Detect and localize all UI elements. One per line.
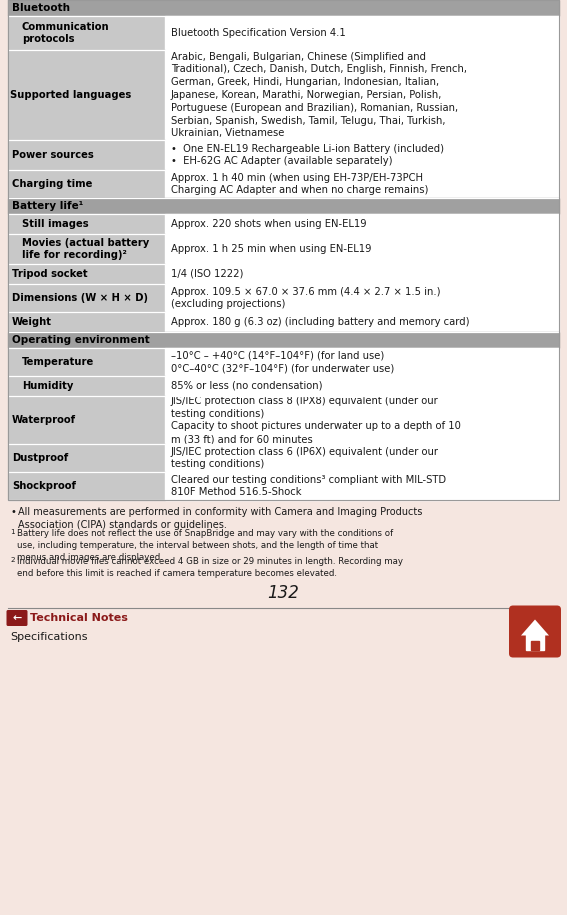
Bar <box>526 633 544 650</box>
Text: Waterproof: Waterproof <box>12 415 76 425</box>
Text: Cleared our testing conditions³ compliant with MIL-STD
810F Method 516.5-Shock: Cleared our testing conditions³ complian… <box>171 475 446 498</box>
Text: Bluetooth Specification Version 4.1: Bluetooth Specification Version 4.1 <box>171 28 346 38</box>
Bar <box>8 214 165 234</box>
Text: Weight: Weight <box>12 317 52 327</box>
Bar <box>8 170 165 198</box>
Text: Charging time: Charging time <box>12 179 92 189</box>
Bar <box>165 348 559 376</box>
Text: JIS/IEC protection class 6 (IP6X) equivalent (under our
testing conditions): JIS/IEC protection class 6 (IP6X) equiva… <box>171 447 439 469</box>
Text: Movies (actual battery
life for recording)²: Movies (actual battery life for recordin… <box>22 238 149 261</box>
Bar <box>8 198 559 214</box>
Text: Technical Notes: Technical Notes <box>30 613 128 623</box>
Polygon shape <box>521 619 549 636</box>
Text: 2: 2 <box>10 557 15 564</box>
Bar <box>8 348 165 376</box>
Bar <box>8 264 165 284</box>
Text: Humidity: Humidity <box>22 381 73 391</box>
Bar <box>8 234 165 264</box>
Text: Dustproof: Dustproof <box>12 453 68 463</box>
Text: Still images: Still images <box>22 219 88 229</box>
Bar <box>165 376 559 396</box>
Bar <box>8 376 165 396</box>
Text: Battery life does not reflect the use of SnapBridge and may vary with the condit: Battery life does not reflect the use of… <box>17 529 393 562</box>
Bar <box>165 214 559 234</box>
Text: Operating environment: Operating environment <box>12 335 150 345</box>
Text: JIS/IEC protection class 8 (IPX8) equivalent (under our
testing conditions)
Capa: JIS/IEC protection class 8 (IPX8) equiva… <box>171 396 461 444</box>
Bar <box>165 50 559 140</box>
Text: Individual movie files cannot exceed 4 GB in size or 29 minutes in length. Recor: Individual movie files cannot exceed 4 G… <box>17 557 403 578</box>
FancyBboxPatch shape <box>6 610 28 626</box>
Text: Approx. 109.5 × 67.0 × 37.6 mm (4.4 × 2.7 × 1.5 in.)
(excluding projections): Approx. 109.5 × 67.0 × 37.6 mm (4.4 × 2.… <box>171 286 441 309</box>
Bar <box>531 640 539 650</box>
Text: Supported languages: Supported languages <box>10 90 131 100</box>
Bar <box>165 140 559 170</box>
Bar <box>165 284 559 312</box>
Bar <box>165 264 559 284</box>
Bar <box>8 140 165 170</box>
FancyBboxPatch shape <box>509 606 561 658</box>
Text: Bluetooth: Bluetooth <box>12 3 70 13</box>
Text: Temperature: Temperature <box>22 357 94 367</box>
Text: Dimensions (W × H × D): Dimensions (W × H × D) <box>12 293 148 303</box>
Text: Battery life¹: Battery life¹ <box>12 201 83 211</box>
Text: 132: 132 <box>267 584 299 601</box>
Bar <box>8 444 165 472</box>
Text: Approx. 220 shots when using EN-EL19: Approx. 220 shots when using EN-EL19 <box>171 219 367 229</box>
Text: Approx. 1 h 40 min (when using EH-73P/EH-73PCH
Charging AC Adapter and when no c: Approx. 1 h 40 min (when using EH-73P/EH… <box>171 173 429 196</box>
Text: Specifications: Specifications <box>10 631 87 641</box>
Text: ←: ← <box>12 613 22 623</box>
Text: 1/4 (ISO 1222): 1/4 (ISO 1222) <box>171 269 243 279</box>
Text: –10°C – +40°C (14°F–104°F) (for land use)
0°C–40°C (32°F–104°F) (for underwater : –10°C – +40°C (14°F–104°F) (for land use… <box>171 350 394 373</box>
Bar <box>8 332 559 348</box>
Text: 1: 1 <box>10 529 15 535</box>
Bar <box>8 16 165 50</box>
Bar <box>165 444 559 472</box>
Bar <box>165 170 559 198</box>
Text: Tripod socket: Tripod socket <box>12 269 88 279</box>
Bar <box>8 284 165 312</box>
Bar <box>8 396 165 444</box>
Text: 85% or less (no condensation): 85% or less (no condensation) <box>171 381 323 391</box>
Text: Approx. 1 h 25 min when using EN-EL19: Approx. 1 h 25 min when using EN-EL19 <box>171 244 371 254</box>
Bar <box>165 396 559 444</box>
Text: •: • <box>10 507 16 517</box>
Bar <box>8 472 165 500</box>
Bar <box>8 0 559 16</box>
Text: Power sources: Power sources <box>12 150 94 160</box>
Bar <box>165 472 559 500</box>
Bar <box>8 312 165 332</box>
Text: Shockproof: Shockproof <box>12 481 76 491</box>
Text: •  One EN-EL19 Rechargeable Li-ion Battery (included)
•  EH-62G AC Adapter (avai: • One EN-EL19 Rechargeable Li-ion Batter… <box>171 144 444 167</box>
Bar <box>165 234 559 264</box>
Text: Approx. 180 g (6.3 oz) (including battery and memory card): Approx. 180 g (6.3 oz) (including batter… <box>171 317 469 327</box>
Text: Arabic, Bengali, Bulgarian, Chinese (Simplified and
Traditional), Czech, Danish,: Arabic, Bengali, Bulgarian, Chinese (Sim… <box>171 51 467 138</box>
Bar <box>165 16 559 50</box>
Bar <box>8 50 165 140</box>
Bar <box>165 312 559 332</box>
Text: Communication
protocols: Communication protocols <box>22 22 109 45</box>
Text: All measurements are performed in conformity with Camera and Imaging Products
As: All measurements are performed in confor… <box>18 507 422 530</box>
